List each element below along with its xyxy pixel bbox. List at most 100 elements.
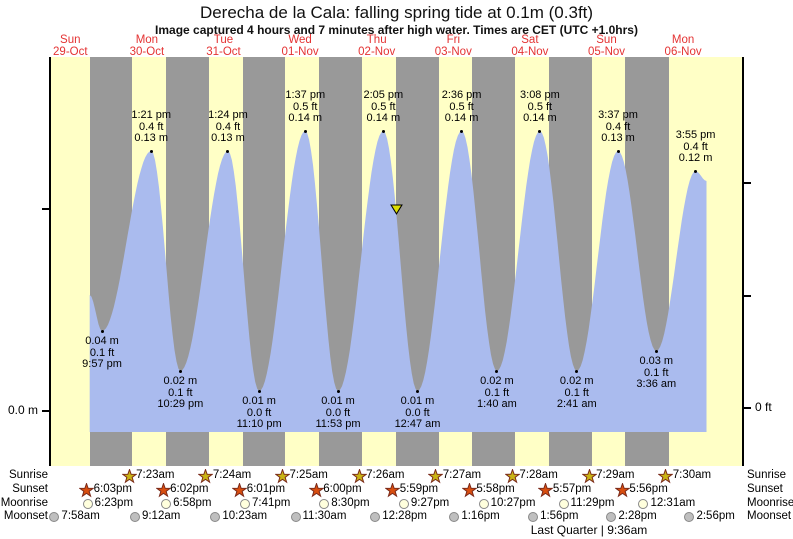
astro-time: 1:56pm bbox=[540, 510, 579, 522]
moonrise-circle-icon bbox=[240, 498, 251, 509]
sunrise-star-icon bbox=[198, 468, 214, 484]
day-label-weekday: Mon bbox=[135, 34, 159, 46]
astro-time: 7:30am bbox=[672, 469, 712, 481]
tide-annotation-line: 0.13 m bbox=[134, 132, 169, 144]
sunset-star-icon bbox=[538, 482, 554, 498]
astro-row-label-right-sunrise: Sunrise bbox=[747, 469, 786, 481]
low-tide-annotation: 0.03 m 0.1 ft 3:36 am bbox=[636, 355, 677, 391]
astro-time: 6:03pm bbox=[93, 483, 132, 495]
sunset-star-icon bbox=[155, 482, 171, 498]
tide-event-dot bbox=[100, 329, 104, 333]
moonset-circle-icon bbox=[606, 512, 617, 522]
high-tide-annotation: 3:55 pm 0.4 ft 0.12 m bbox=[675, 129, 716, 165]
tide-annotation-line: 0.01 m bbox=[400, 395, 435, 407]
high-tide-annotation: 2:05 pm 0.5 ft 0.14 m bbox=[363, 89, 403, 125]
astro-time: 5:59pm bbox=[399, 483, 439, 495]
sunrise-star-icon bbox=[504, 468, 520, 484]
high-tide-annotation: 3:37 pm 0.4 ft 0.13 m bbox=[598, 109, 638, 145]
sunrise-star-icon bbox=[658, 468, 674, 484]
moon-phase-label: Last Quarter | 9:36am bbox=[530, 523, 648, 537]
tide-event-dot bbox=[178, 369, 182, 373]
sunrise-star-icon bbox=[351, 468, 367, 484]
tide-annotation-line: 0.5 ft bbox=[293, 100, 318, 113]
tide-annotation-line: 2:41 am bbox=[556, 398, 597, 410]
tide-event-dot bbox=[575, 369, 579, 373]
low-tide-annotation: 0.01 m 0.0 ft 12:47 am bbox=[395, 395, 441, 431]
moonrise-circle-icon bbox=[478, 498, 489, 509]
tide-annotation-line: 0.01 m bbox=[242, 395, 276, 407]
astro-time: 1:16pm bbox=[461, 510, 500, 522]
astro-row-label-right-sunset: Sunset bbox=[747, 483, 783, 495]
low-tide-annotation: 0.04 m 0.1 ft 9:57 pm bbox=[82, 335, 122, 371]
tide-annotation-line: 0.02 m bbox=[480, 375, 514, 387]
sunset-star-icon bbox=[385, 482, 401, 498]
sunrise-star-icon bbox=[428, 468, 444, 484]
astro-row-label-left-moonrise: Moonrise bbox=[0, 496, 48, 509]
y-axis-label-meters: 0.0 m bbox=[7, 403, 38, 417]
astro-time: 7:41pm bbox=[252, 496, 291, 509]
tide-annotation-line: 0.1 ft bbox=[89, 346, 115, 359]
tide-annotation-line: 0.1 ft bbox=[564, 386, 589, 399]
low-tide-annotation: 0.02 m 0.1 ft 2:41 am bbox=[556, 375, 597, 411]
tide-event-dot bbox=[616, 149, 620, 153]
low-tide-annotation: 0.02 m 0.1 ft 1:40 am bbox=[477, 375, 517, 411]
astro-time: 5:56pm bbox=[629, 483, 668, 495]
moonrise-circle-icon bbox=[638, 498, 649, 509]
tide-annotation-line: 1:24 pm bbox=[208, 109, 248, 121]
high-tide-annotation: 1:37 pm 0.5 ft 0.14 m bbox=[285, 89, 325, 125]
sunset-star-icon bbox=[232, 482, 248, 498]
astro-time: 11:29pm bbox=[570, 496, 615, 509]
page-title: Derecha de la Cala: falling spring tide … bbox=[199, 3, 594, 22]
day-label-date: 02-Nov bbox=[358, 45, 396, 58]
tide-annotation-line: 0.14 m bbox=[523, 112, 557, 124]
day-label-date: 31-Oct bbox=[206, 45, 241, 58]
day-label-date: 05-Nov bbox=[587, 45, 626, 58]
high-tide-annotation: 1:24 pm 0.4 ft 0.13 m bbox=[208, 109, 248, 145]
astro-time: 8:30pm bbox=[331, 496, 370, 509]
astro-time: 11:30am bbox=[302, 510, 347, 522]
tide-annotation-line: 0.01 m bbox=[321, 395, 355, 407]
night-band bbox=[89, 57, 133, 466]
tide-annotation-line: 0.03 m bbox=[639, 355, 674, 367]
day-label: Thu 02-Nov bbox=[358, 34, 396, 58]
tide-annotation-line: 0.14 m bbox=[444, 112, 479, 124]
astro-time: 5:57pm bbox=[552, 483, 592, 495]
tide-annotation-line: 3:55 pm bbox=[675, 129, 716, 141]
astro-time: 6:02pm bbox=[170, 483, 209, 495]
tide-annotation-line: 0.0 ft bbox=[325, 406, 351, 419]
capture-subtitle: Image captured 4 hours and 7 minutes aft… bbox=[155, 23, 638, 37]
tide-annotation-line: 0.02 m bbox=[163, 375, 198, 387]
day-label-weekday: Sun bbox=[60, 34, 81, 46]
astro-time: 2:28pm bbox=[618, 510, 657, 522]
day-label-date: 06-Nov bbox=[664, 45, 702, 58]
tide-annotation-line: 0.1 ft bbox=[484, 386, 510, 399]
low-tide-annotation: 0.01 m 0.0 ft 11:53 pm bbox=[315, 395, 360, 431]
astro-time: 2:56pm bbox=[696, 510, 735, 522]
astro-time: 7:25am bbox=[289, 469, 328, 481]
moonset-circle-icon bbox=[210, 512, 221, 522]
moonrise-circle-icon bbox=[161, 498, 172, 509]
day-label-date: 30-Oct bbox=[129, 45, 165, 58]
sunrise-star-icon bbox=[121, 468, 137, 484]
tide-annotation-line: 11:10 pm bbox=[236, 418, 282, 430]
astro-time: 5:58pm bbox=[476, 483, 515, 495]
tide-annotation-line: 3:36 am bbox=[636, 378, 677, 390]
tide-annotation-line: 0.4 ft bbox=[683, 140, 708, 153]
day-label-weekday: Fri bbox=[446, 34, 461, 46]
astro-time: 10:23am bbox=[222, 510, 268, 522]
high-tide-annotation: 3:08 pm 0.5 ft 0.14 m bbox=[520, 89, 560, 125]
astro-time: 7:28am bbox=[519, 469, 558, 481]
day-label-date: 03-Nov bbox=[434, 45, 472, 58]
tide-event-dot bbox=[257, 389, 261, 393]
day-label: Sun 29-Oct bbox=[53, 34, 88, 58]
tide-annotation-line: 0.12 m bbox=[678, 152, 713, 164]
day-label: Mon 06-Nov bbox=[664, 34, 702, 58]
tide-annotation-line: 3:08 pm bbox=[520, 89, 560, 101]
y-axis-label-feet: 0 ft bbox=[755, 400, 772, 414]
tide-event-dot bbox=[495, 369, 499, 373]
moonset-circle-icon bbox=[370, 512, 381, 522]
astro-time: 7:29am bbox=[596, 469, 635, 481]
tide-annotation-line: 0.14 m bbox=[366, 112, 401, 124]
tide-annotation-line: 0.02 m bbox=[559, 375, 594, 387]
